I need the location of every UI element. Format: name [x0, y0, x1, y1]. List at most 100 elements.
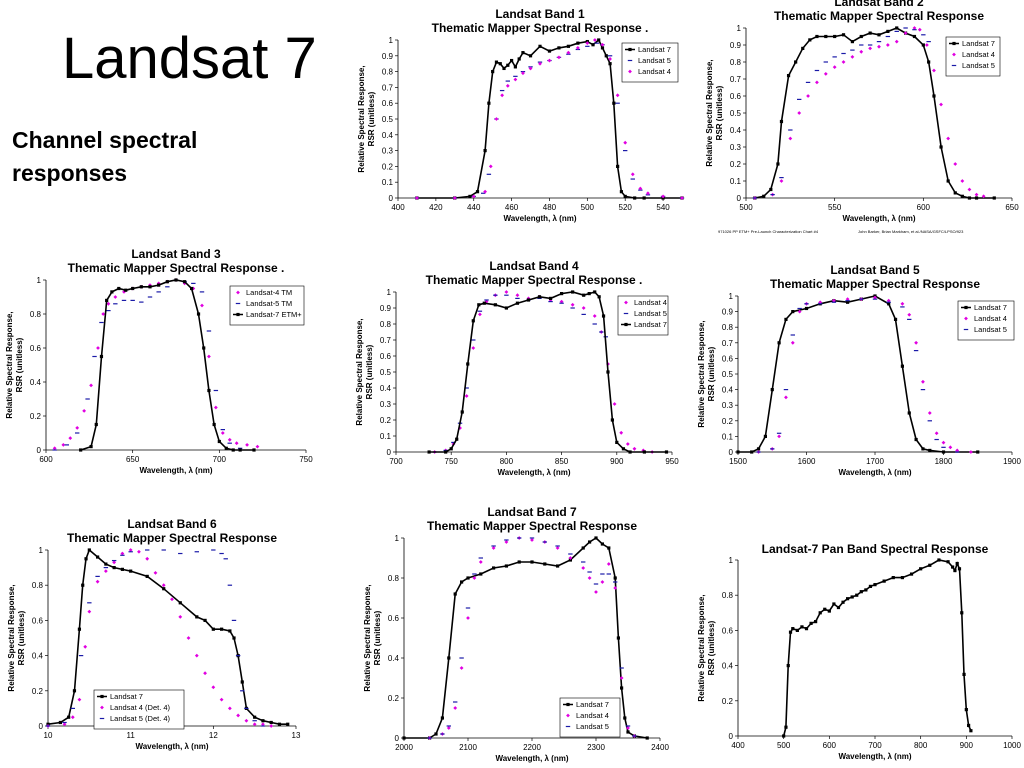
data-point	[238, 448, 242, 452]
data-point	[434, 732, 438, 736]
legend-marker	[952, 52, 956, 57]
y-tick-label: 0.8	[382, 68, 394, 77]
data-point	[619, 190, 624, 194]
data-point	[526, 298, 531, 302]
legend-label: Landsat-5 TM	[246, 299, 292, 308]
x-tick-label: 500	[739, 203, 753, 212]
data-point	[762, 194, 766, 198]
y-tick-label: 1	[737, 24, 742, 33]
data-point	[224, 446, 228, 450]
data-point	[186, 636, 191, 640]
y-tick-label: 0.6	[722, 626, 734, 635]
data-point	[592, 314, 597, 318]
data-point	[547, 58, 552, 63]
data-point	[597, 295, 601, 299]
y-tick-label: 0.8	[730, 58, 742, 67]
y-tick-label: 0	[395, 734, 400, 743]
data-point	[70, 715, 75, 720]
data-point	[621, 447, 626, 451]
data-point	[841, 33, 846, 37]
data-point	[600, 42, 605, 47]
y-tick-label: 1	[39, 546, 44, 555]
data-point	[460, 410, 464, 414]
data-point	[537, 295, 542, 299]
data-point	[427, 450, 431, 454]
data-point	[203, 671, 207, 676]
data-point	[96, 346, 100, 350]
y-tick-label: 0	[729, 448, 734, 457]
x-tick-label: 750	[445, 457, 459, 466]
data-point	[575, 46, 580, 50]
x-axis-label: Wavelength, λ (nm)	[139, 466, 212, 475]
data-point	[791, 627, 795, 631]
data-point	[570, 302, 575, 307]
series-landsat-4	[756, 295, 973, 454]
data-point	[859, 34, 863, 39]
y-tick-label: 1	[37, 276, 42, 285]
data-point	[804, 306, 809, 311]
data-point	[927, 60, 931, 64]
data-point	[261, 719, 265, 723]
data-point	[814, 620, 818, 624]
data-point	[548, 296, 553, 300]
data-point	[680, 196, 684, 200]
data-point	[815, 34, 819, 39]
data-point	[252, 448, 256, 452]
data-point	[104, 562, 108, 566]
series-landsat-4	[415, 38, 684, 200]
data-point	[472, 576, 477, 580]
data-point	[790, 340, 795, 345]
y-tick-label: 0	[387, 448, 392, 457]
y-tick-label: 0.8	[388, 574, 400, 583]
data-point	[610, 418, 614, 422]
y-axis-label-line: Relative Spectral Response,	[5, 311, 14, 418]
data-point	[868, 584, 873, 588]
data-point	[900, 364, 904, 368]
data-point	[951, 565, 955, 569]
y-axis-label-line: RSR (unitless)	[707, 346, 716, 401]
y-tick-label: 1	[729, 292, 734, 301]
chart-subtitle: Thematic Mapper Spectral Response	[67, 531, 277, 545]
data-point	[777, 434, 781, 439]
data-point	[530, 560, 534, 564]
legend-marker	[628, 69, 632, 74]
data-point	[75, 426, 80, 430]
data-point	[606, 562, 611, 566]
data-point	[253, 715, 257, 719]
y-axis-label: Relative Spectral Response,RSR (unitless…	[363, 584, 382, 691]
data-point	[594, 536, 598, 540]
data-point	[471, 346, 476, 350]
data-point	[492, 566, 496, 570]
series-pan	[782, 558, 973, 738]
data-point	[974, 192, 979, 197]
data-point	[953, 191, 957, 195]
data-point	[791, 310, 795, 314]
x-tick-label: 2300	[587, 743, 605, 752]
data-point	[953, 568, 957, 573]
data-point	[494, 60, 499, 64]
data-point	[521, 51, 525, 55]
chart-subtitle: Thematic Mapper Spectral Response .	[68, 261, 285, 275]
series-landsat-4-tm	[52, 278, 260, 451]
data-point	[81, 583, 85, 587]
data-point	[449, 447, 453, 451]
data-point	[162, 587, 166, 591]
data-point	[587, 292, 591, 296]
data-point	[478, 560, 483, 564]
x-axis-label: Wavelength, λ (nm)	[503, 214, 576, 223]
data-point	[460, 580, 464, 584]
data-point	[183, 280, 187, 284]
y-axis-label-line: Relative Spectral Response,	[697, 594, 706, 701]
data-point	[195, 615, 199, 619]
x-tick-label: 650	[1005, 203, 1019, 212]
y-tick-label: 0.8	[30, 310, 42, 319]
y-tick-label: 0.8	[32, 581, 44, 590]
legend-label: Landsat 4 (Det. 4)	[110, 703, 171, 712]
data-point	[515, 293, 520, 298]
data-point	[891, 576, 895, 580]
series-landsat-5	[756, 298, 960, 453]
data-point	[895, 26, 899, 30]
data-point	[804, 627, 809, 631]
data-point	[612, 402, 617, 406]
